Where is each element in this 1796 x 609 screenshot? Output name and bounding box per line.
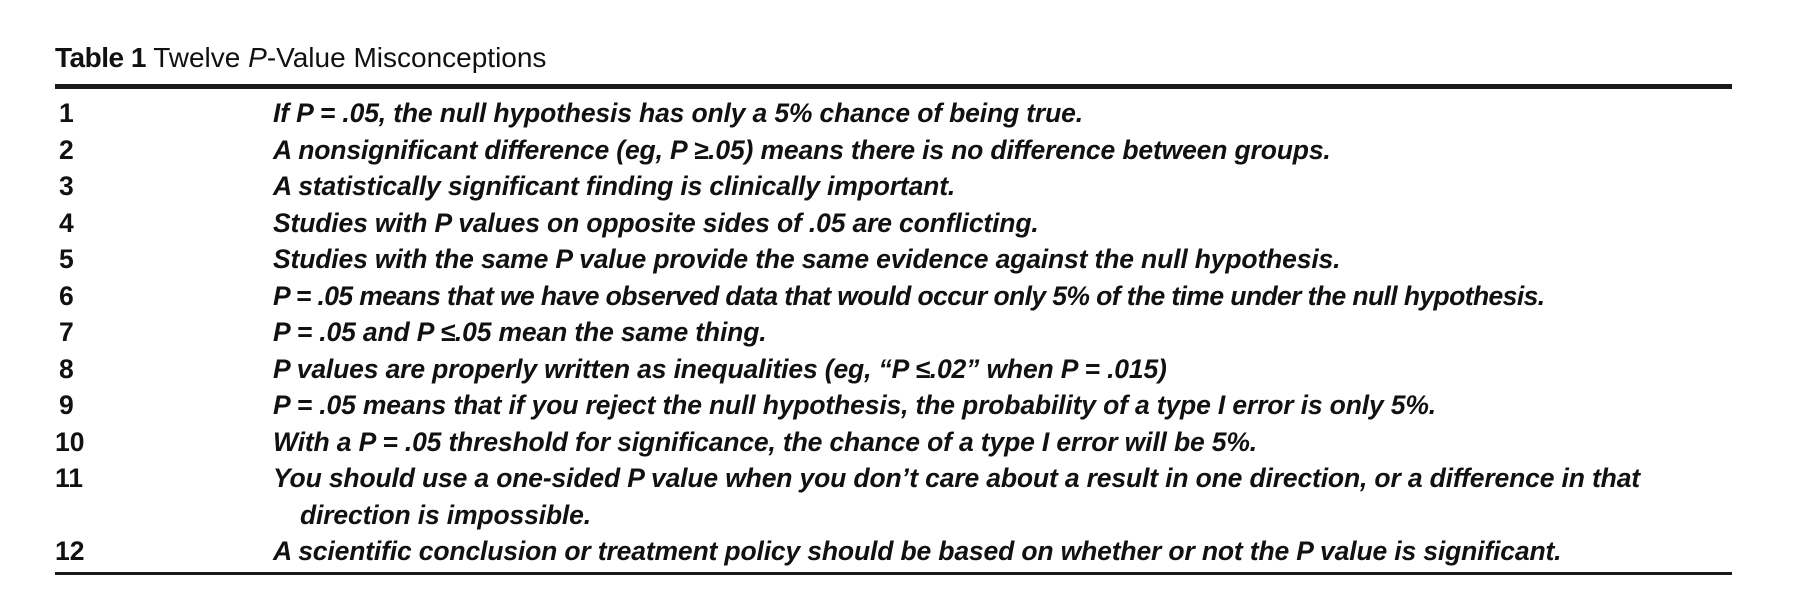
row-text: P values are properly written as inequal… xyxy=(273,353,1167,384)
row-text: With a P = .05 threshold for significanc… xyxy=(273,426,1258,457)
row-number: 3 xyxy=(59,171,74,201)
row-text: P = .05 means that we have observed data… xyxy=(273,280,1545,311)
table-row: 9 P = .05 means that if you reject the n… xyxy=(55,387,1732,424)
row-text: Studies with the same P value provide th… xyxy=(273,244,1341,274)
row-number: 2 xyxy=(59,134,74,165)
row-text: If P = .05, the null hypothesis has only… xyxy=(273,98,1083,128)
row-text: Studies with P values on opposite sides … xyxy=(273,207,1039,238)
row-text: You should use a one-sided P value when … xyxy=(273,463,1640,530)
table-row: 2 A nonsignificant difference (eg, P ≥.0… xyxy=(55,132,1732,169)
row-number: 5 xyxy=(59,244,74,274)
row-number: 12 xyxy=(55,536,85,566)
table-row: 12 A scientific conclusion or treatment … xyxy=(55,533,1732,570)
row-number: 7 xyxy=(59,317,74,347)
row-number: 4 xyxy=(59,207,74,238)
row-number: 1 xyxy=(59,98,74,128)
row-number: 8 xyxy=(59,353,74,384)
table-label: Table 1 xyxy=(55,42,146,73)
row-number: 11 xyxy=(55,463,84,493)
table-caption: Table 1 Twelve P-Value Misconceptions xyxy=(55,40,1732,80)
row-number: 6 xyxy=(59,280,74,311)
table-row: 5 Studies with the same P value provide … xyxy=(55,241,1732,278)
table-row: 10 With a P = .05 threshold for signific… xyxy=(55,424,1732,461)
table-bottom-rule xyxy=(55,571,1732,575)
table-row: 8 P values are properly written as inequ… xyxy=(55,351,1732,388)
table-title-part: Twelve xyxy=(153,42,249,73)
row-text: A statistically significant finding is c… xyxy=(273,171,956,201)
table-body: 1 If P = .05, the null hypothesis has on… xyxy=(55,89,1732,570)
row-number: 9 xyxy=(59,390,74,420)
row-text: P = .05 means that if you reject the nul… xyxy=(273,390,1436,420)
table-top-rule xyxy=(55,84,1732,89)
row-number: 10 xyxy=(55,426,85,457)
row-text: P = .05 and P ≤.05 mean the same thing. xyxy=(273,317,767,347)
table-row: 7 P = .05 and P ≤.05 mean the same thing… xyxy=(55,314,1732,351)
row-text: A scientific conclusion or treatment pol… xyxy=(273,536,1562,566)
table-title-part: -Value Misconceptions xyxy=(266,42,547,73)
misconceptions-table: Table 1 Twelve P-Value Misconceptions 1 … xyxy=(55,40,1732,575)
row-text: A nonsignificant difference (eg, P ≥.05)… xyxy=(273,134,1331,165)
table-title-italic: P xyxy=(248,42,267,73)
table-row: 4 Studies with P values on opposite side… xyxy=(55,205,1732,242)
table-row: 1 If P = .05, the null hypothesis has on… xyxy=(55,95,1732,132)
table-row: 11 You should use a one-sided P value wh… xyxy=(55,460,1732,533)
table-row: 6 P = .05 means that we have observed da… xyxy=(55,278,1732,315)
table-row: 3 A statistically significant finding is… xyxy=(55,168,1732,205)
